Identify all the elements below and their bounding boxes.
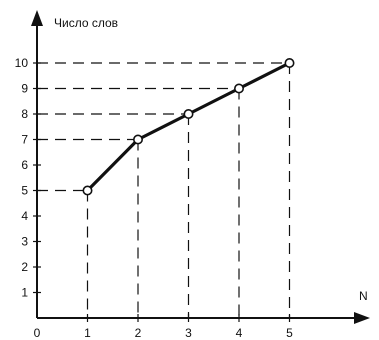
- data-point: [133, 134, 144, 145]
- x-tick-label: 4: [236, 326, 243, 340]
- y-tick-label: 4: [21, 209, 28, 223]
- x-tick-label: 3: [185, 326, 192, 340]
- y-tick-label: 5: [21, 184, 28, 198]
- ticks: 1 2 3 4 5 6 7 8 9 10 1 2 3 4 5: [15, 56, 294, 340]
- x-axis-arrow-icon: [354, 312, 370, 324]
- y-tick-label: 6: [21, 158, 28, 172]
- y-tick-label: 1: [21, 286, 28, 300]
- y-tick-label: 8: [21, 107, 28, 121]
- dashed-guides: [37, 62, 291, 318]
- y-tick-label: 2: [21, 260, 28, 274]
- data-point: [183, 109, 194, 120]
- y-axis-title: Число слов: [54, 16, 118, 30]
- origin-label: 0: [34, 326, 41, 340]
- data-point: [82, 185, 93, 196]
- data-point: [284, 57, 295, 68]
- y-tick-label: 9: [21, 82, 28, 96]
- data-points: [82, 57, 295, 196]
- y-tick-label: 10: [15, 56, 29, 70]
- x-tick-label: 5: [286, 326, 293, 340]
- x-axis-title: N: [359, 289, 368, 303]
- y-axis-arrow-icon: [31, 10, 43, 26]
- x-tick-label: 2: [135, 326, 142, 340]
- y-tick-label: 7: [21, 133, 28, 147]
- axes: [31, 10, 370, 324]
- x-tick-label: 1: [84, 326, 91, 340]
- labels: Число слов N 0: [34, 16, 368, 340]
- y-tick-label: 3: [21, 235, 28, 249]
- data-point: [234, 83, 245, 94]
